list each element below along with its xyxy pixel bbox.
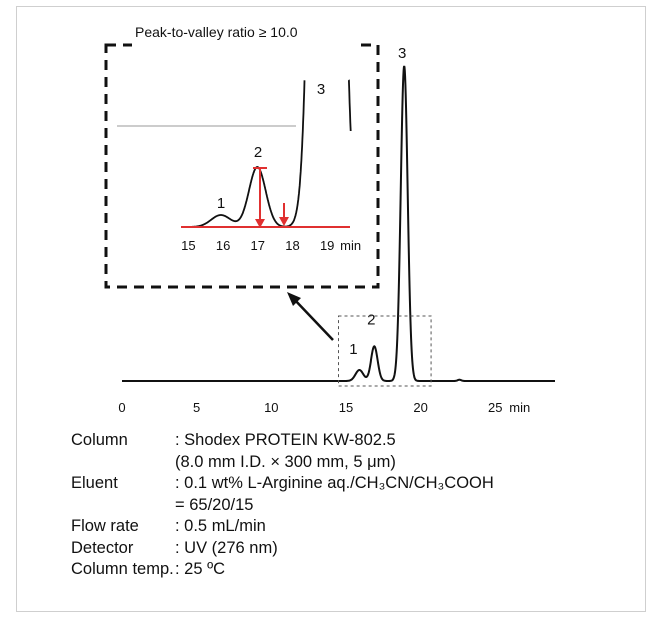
inset-x-tick-15: 15	[181, 238, 195, 253]
inset-peak-label-3: 3	[317, 81, 325, 98]
eluent-label: Eluent	[71, 474, 118, 492]
column-temp-label: Column temp.	[71, 560, 174, 578]
column-label: Column	[71, 431, 128, 449]
eluent-value-ratio: = 65/20/15	[175, 495, 254, 514]
zoom-pointer-arrowhead	[287, 292, 301, 306]
flow-rate-value: : 0.5 mL/min	[175, 517, 266, 535]
column-value: : Shodex PROTEIN KW-802.5	[175, 431, 396, 449]
eluent-row: Eluent : 0.1 wt% L-Arginine aq./CH₃CN/CH…	[71, 473, 494, 495]
figure-frame	[16, 6, 646, 612]
main-x-tick-0: 0	[118, 400, 125, 415]
main-peak-label-3: 3	[398, 45, 406, 62]
inset-x-tick-17: 17	[251, 238, 265, 253]
inset-peak-labels: 1 2 3	[217, 81, 325, 212]
flow-rate-row: Flow rate : 0.5 mL/min	[71, 516, 494, 538]
inset-x-tick-19: 19	[320, 238, 334, 253]
inset-peak-label-1: 1	[217, 195, 225, 212]
inset-x-unit-label: min	[340, 238, 361, 253]
detector-label: Detector	[71, 538, 134, 557]
main-peak-label-1: 1	[349, 341, 357, 358]
main-x-unit-label: min	[509, 400, 530, 415]
chromatogram-chart: 0 5 10 15 20 25 min 123 Peak-to-valley ratio …	[104, 24, 555, 415]
main-peak-labels: 12 3	[349, 45, 406, 358]
peak-height-arrowhead	[255, 219, 265, 228]
main-x-tick-15: 15	[339, 400, 353, 415]
column-temp-row: Column temp. : 25 ºC	[71, 559, 494, 581]
main-peak-label-2: 2	[367, 311, 375, 328]
column-row: Column : Shodex PROTEIN KW-802.5	[71, 430, 494, 452]
eluent-value: : 0.1 wt% L-Arginine aq./CH₃CN/CH₃COOH	[175, 474, 494, 492]
main-x-tick-10: 10	[264, 400, 278, 415]
detector-value: : UV (276 nm)	[175, 538, 278, 557]
main-x-tick-20: 20	[413, 400, 427, 415]
zoom-pointer-arrow	[292, 297, 334, 341]
inset-peak-label-2: 2	[254, 144, 262, 161]
inset-caption: Peak-to-valley ratio ≥ 10.0	[135, 24, 298, 40]
flow-rate-label: Flow rate	[71, 517, 139, 535]
column-temp-value: : 25 ºC	[175, 560, 226, 578]
valley-arrowhead	[279, 217, 289, 226]
inset-x-tick-16: 16	[216, 238, 230, 253]
main-x-tick-labels: 0 5 10 15 20 25	[118, 400, 502, 415]
column-value-detail: (8.0 mm I.D. × 300 mm, 5 μm)	[175, 452, 396, 471]
zoom-region-box	[338, 315, 432, 387]
inset-chromatogram-trace	[181, 79, 352, 228]
detector-row: Detector : UV (276 nm)	[71, 538, 494, 560]
inset-x-tick-18: 18	[285, 238, 299, 253]
inset-box	[104, 43, 380, 289]
inset-caption-background	[132, 36, 354, 50]
main-x-tick-25: 25	[488, 400, 502, 415]
inset-x-tick-labels: 15 16 17 18 19	[181, 238, 334, 253]
main-x-tick-5: 5	[193, 400, 200, 415]
conditions-table: Column : Shodex PROTEIN KW-802.5 (8.0 mm…	[71, 430, 494, 581]
